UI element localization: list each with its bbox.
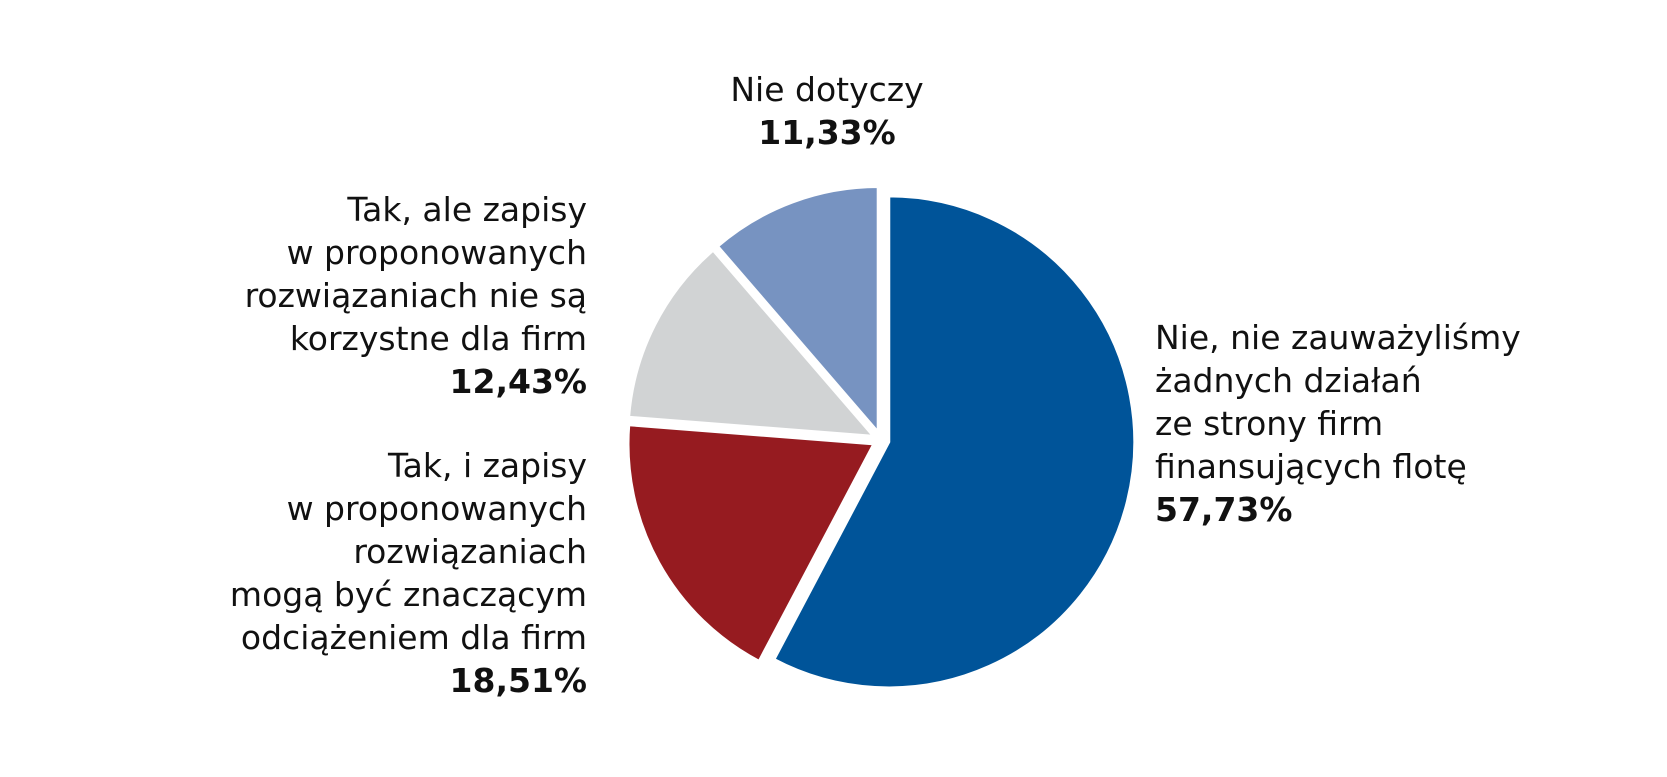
pie-slices — [626, 185, 1137, 690]
value-label: 12,43% — [449, 362, 587, 401]
value-label: 18,51% — [449, 661, 587, 700]
label-line: ze strony firm — [1155, 404, 1384, 443]
label-line: korzystne dla firm — [289, 319, 587, 358]
label-nie: Nie, nie zauważyliśmy żadnych działań ze… — [1155, 316, 1521, 531]
label-tak-obciazenie: Tak, i zapisy w proponowanych rozwiązani… — [230, 444, 587, 702]
value-label: 57,73% — [1155, 490, 1293, 529]
label-line: Tak, ale zapisy — [347, 190, 587, 229]
label-line: finansujących flotę — [1155, 447, 1467, 486]
label-tak-niekorzystne: Tak, ale zapisy w proponowanych rozwiąza… — [245, 188, 587, 403]
label-line: żadnych działań — [1155, 361, 1422, 400]
label-line: Nie dotyczy — [730, 70, 924, 109]
label-line: rozwiązaniach nie są — [244, 276, 587, 315]
label-line: w proponowanych — [286, 489, 587, 528]
pie-slice-tak-obciazenie — [626, 423, 877, 664]
label-line: odciążeniem dla firm — [240, 618, 587, 657]
pie-slice-nie-dotyczy — [715, 185, 880, 437]
value-label: 11,33% — [758, 113, 896, 152]
label-line: Tak, i zapisy — [387, 446, 587, 485]
label-line: rozwiązaniach — [353, 532, 587, 571]
label-line: Nie, nie zauważyliśmy — [1155, 318, 1521, 357]
pie-slice-tak-niekorzystne — [626, 248, 878, 439]
label-line: mogą być znaczącym — [229, 575, 587, 614]
label-line: w proponowanych — [286, 233, 587, 272]
pie-slice-nie — [771, 194, 1137, 690]
label-nie-dotyczy: Nie dotyczy 11,33% — [627, 68, 1027, 154]
